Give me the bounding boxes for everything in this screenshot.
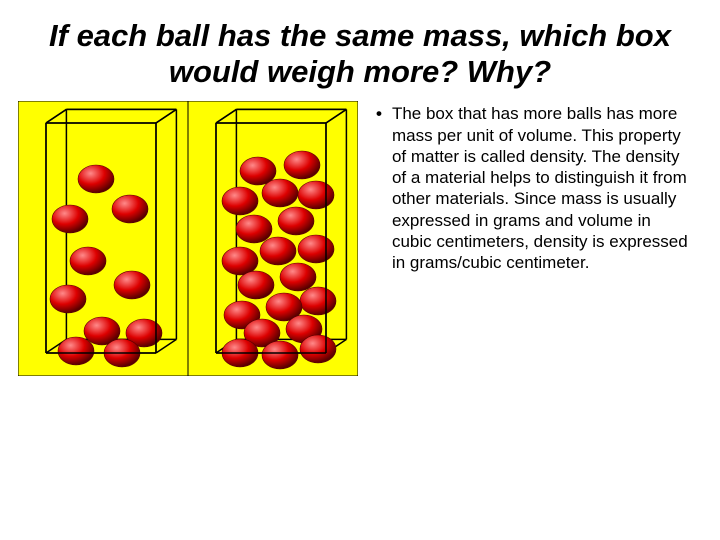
density-figure — [18, 101, 358, 376]
density-svg — [18, 101, 358, 376]
bullet-block: • The box that has more balls has more m… — [358, 101, 692, 273]
bullet-icon: • — [376, 103, 382, 124]
bullet-text: The box that has more balls has more mas… — [392, 103, 692, 273]
content-row: • The box that has more balls has more m… — [0, 97, 720, 376]
slide-title: If each ball has the same mass, which bo… — [0, 0, 720, 97]
bullet-item: • The box that has more balls has more m… — [376, 103, 692, 273]
